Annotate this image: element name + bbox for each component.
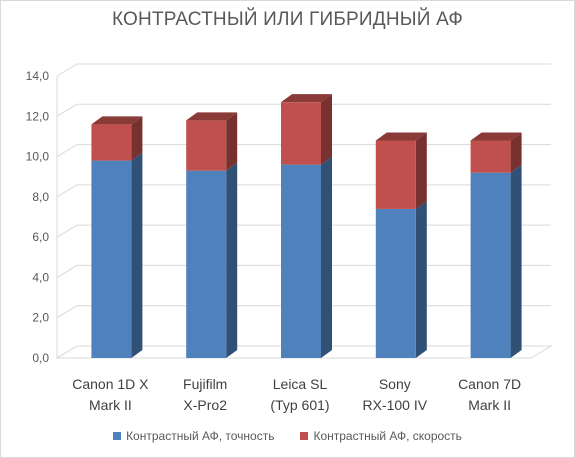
- y-axis: 0,0 2,0 4,0 6,0 8,0 10,0 12,0 14,0: [26, 69, 50, 365]
- gridline: [56, 63, 551, 77]
- bar-segment: [281, 94, 332, 165]
- legend: Контрастный АФ, точность Контрастный АФ,…: [1, 429, 574, 443]
- chart-plot: 0,0 2,0 4,0 6,0 8,0 10,0 12,0 14,0 Canon 1D X Ma…: [26, 63, 553, 413]
- bar-segment: [375, 132, 427, 209]
- x-tick-label: Sony RX-100 IV: [363, 376, 428, 413]
- bar-top: [91, 116, 143, 125]
- bar-segment: [281, 156, 332, 358]
- bar-segment: [186, 162, 238, 358]
- bar-front: [470, 140, 511, 173]
- legend-item-accuracy: Контрастный АФ, точность: [113, 429, 274, 443]
- x-axis: Canon 1D X Mark II Fujifilm X-Pro2 Leica SL(…: [72, 376, 521, 413]
- bar-front: [186, 170, 227, 358]
- bar-front: [186, 120, 227, 171]
- bar-side: [131, 152, 143, 358]
- bar-segment: [470, 164, 522, 358]
- x-tick-label: Canon 1D X Mark II: [72, 376, 149, 413]
- bar-front: [91, 124, 132, 161]
- y-tick-label: 8,0: [32, 190, 49, 204]
- bar-side: [226, 162, 238, 358]
- bar-side: [415, 132, 427, 209]
- y-tick-label: 6,0: [32, 230, 49, 244]
- bar-segment: [375, 200, 427, 358]
- legend-swatch-speed: [300, 432, 309, 440]
- bar-side: [131, 116, 143, 161]
- legend-item-speed: Контрастный АФ, скорость: [300, 429, 462, 443]
- chart-title: КОНТРАСТНЫЙ ИЛИ ГИБРИДНЫЙ АФ: [111, 9, 464, 30]
- legend-label-accuracy: Контрастный АФ, точность: [126, 429, 275, 443]
- x-tick-label: Leica SL (Typ 601): [270, 376, 329, 413]
- bar-top: [375, 132, 427, 141]
- y-tick-label: 0,0: [32, 351, 49, 365]
- y-tick-label: 12,0: [26, 109, 50, 123]
- bar-side: [510, 164, 522, 358]
- bar-front: [375, 208, 416, 358]
- bar-top: [281, 94, 332, 103]
- bar-side: [415, 200, 427, 358]
- bar-segment: [91, 116, 143, 161]
- bar-front: [281, 164, 321, 358]
- bar-front: [91, 160, 132, 358]
- bar-segment: [186, 112, 238, 171]
- bar-side: [321, 156, 332, 358]
- bar-front: [375, 140, 416, 209]
- x-tick-label: Fujifilm X-Pro2: [183, 376, 227, 413]
- y-tick-label: 10,0: [26, 150, 50, 164]
- gridline: [56, 103, 551, 117]
- bar-top: [186, 112, 238, 121]
- bar-side: [510, 132, 522, 173]
- bars: [91, 94, 522, 358]
- bar-top: [470, 132, 522, 141]
- legend-swatch-accuracy: [113, 432, 122, 440]
- legend-label-speed: Контрастный АФ, скорость: [313, 429, 462, 443]
- bar-segment: [470, 132, 522, 173]
- bar-side: [226, 112, 238, 171]
- y-tick-label: 4,0: [32, 270, 49, 284]
- y-tick-label: 2,0: [32, 311, 49, 325]
- bar-side: [321, 94, 332, 165]
- x-tick-label: Canon 7D Mark II: [458, 376, 521, 413]
- bar-segment: [91, 152, 143, 358]
- bar-front: [281, 102, 321, 165]
- bar-front: [470, 172, 511, 358]
- y-tick-label: 14,0: [26, 69, 50, 83]
